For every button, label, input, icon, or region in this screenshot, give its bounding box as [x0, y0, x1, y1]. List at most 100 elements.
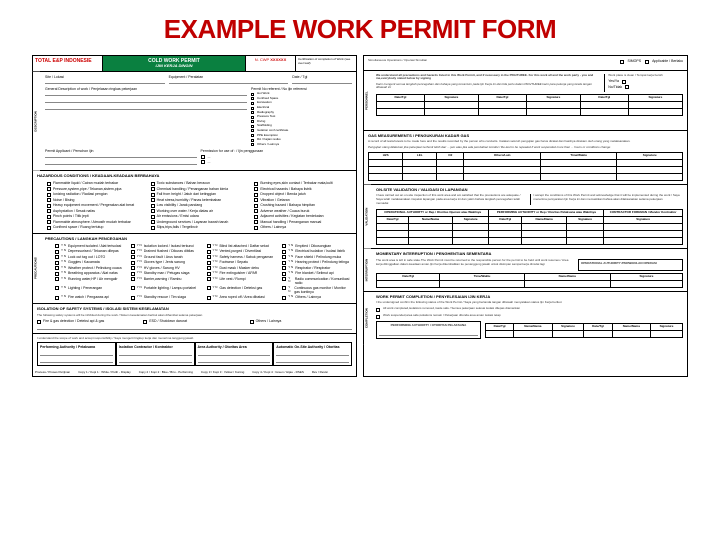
permit-subtitle: IJIN KERJA DINGIN — [107, 64, 241, 69]
hazard-checkbox[interactable]: Working over water / Kerja diatas air — [151, 209, 249, 214]
precaution-checkbox[interactable]: Y NRadio communication / Komunikasi radi… — [282, 277, 352, 285]
desc-label: DESCRIPTION — [32, 72, 40, 171]
form-left: TOTAL E&P INDONESIE COLD WORK PERMIT IJI… — [32, 55, 357, 377]
precaution-checkbox[interactable]: Y NElectrical isolation / Isolasi listri… — [282, 249, 352, 254]
interrupt-op: OPERATIONAL AUTHORITY /PERWAKILAN OPERAS… — [581, 262, 680, 266]
hazard-checkbox[interactable]: Pressure,system,pipe / Tekanan,sistem,pi… — [47, 187, 145, 192]
precaution-checkbox[interactable]: Y NLife vest / Rompi — [207, 277, 277, 285]
precaution-checkbox[interactable]: Y NHearing protect / Pelindung telinga — [282, 260, 352, 265]
precaution-checkbox[interactable]: Y NGas detection / Deteksi gas — [207, 286, 277, 294]
hazard-checkbox[interactable]: Confined space / Ruang tertutup — [47, 225, 145, 230]
precaution-checkbox[interactable]: Y NOthers / Lainnya — [282, 295, 352, 300]
form-right: Simultaneous Operations / Operasi Simult… — [363, 55, 688, 377]
interrupt-section: INTERRUPTION MOMENTARY INTERRUPTION / PE… — [364, 249, 687, 291]
comp-opt2[interactable]: Work suspended,area safe,isolations rema… — [383, 314, 501, 318]
hazard-checkbox[interactable]: Dropped object / Benda jatuh — [254, 192, 352, 197]
gas-note: A record of all tests/retests to be made… — [368, 140, 683, 144]
hazard-checkbox[interactable]: Low visibility / Jarak pandang — [151, 203, 249, 208]
precaution-checkbox[interactable]: Y NGoggles / Kacamata — [55, 260, 125, 265]
comp-label: COMPLETION — [363, 292, 371, 344]
completion-section: COMPLETION WORK PERMIT COMPLETION / PENY… — [364, 292, 687, 344]
interrupt-title: MOMENTARY INTERRUPTION / PENGHENTIAN SEM… — [376, 252, 683, 257]
interrupt-text: The work area is left in safe state.The … — [376, 259, 574, 269]
forms-container: TOTAL E&P INDONESIE COLD WORK PERMIT IJI… — [0, 55, 720, 377]
footer-left: Process / Proses PerijinanCopy 1 / Kopi … — [33, 369, 356, 377]
completion-text: I the undersigned confirm the following … — [376, 301, 683, 305]
precaution-checkbox[interactable]: Y NFire blanket / Selimut api — [282, 271, 352, 276]
hazard-checkbox[interactable]: Toxic substances / Bahan beracun — [151, 181, 249, 186]
precaution-checkbox[interactable]: Y NFootwear / Sepatu — [207, 260, 277, 265]
hazard-checkbox[interactable]: Manual handling / Penanganan manual — [254, 220, 352, 225]
precaution-checkbox[interactable]: Y NBarrier,warning / Rambu — [131, 277, 201, 285]
validation-section: I understand the scope of work and accep… — [33, 334, 356, 369]
hazard-checkbox[interactable]: Electrical hazards / Bahaya listrik — [254, 187, 352, 192]
validation-text: I understand the scope of work and accep… — [37, 337, 352, 341]
precaution-checkbox[interactable]: Y NArea roped off / Area dibatasi — [207, 295, 277, 300]
isolation-section: ISOLATION OF SAFETY SYSTEMS / ISOLASI SI… — [33, 304, 356, 334]
precaution-checkbox[interactable]: Y NDrained flushed / Dikuras dibilas — [131, 249, 201, 254]
hazard-checkbox[interactable]: Heavy equipment movement / Pergerakan al… — [47, 203, 145, 208]
interrupt-table: Date/TglTime/WaktuName/NamaSignature — [376, 273, 683, 288]
precautions-section: PRECAUTIONS PRECAUTIONS / LANGKAH PENCEG… — [33, 234, 356, 304]
precaution-checkbox[interactable]: Y NStandby man / Petugas siaga — [131, 271, 201, 276]
precaution-checkbox[interactable]: Y NStandby rescue / Tim siaga — [131, 295, 201, 300]
hazard-checkbox[interactable]: Air emissions / Emisi udara — [151, 214, 249, 219]
hazard-checkbox[interactable]: Ionizing radiation / Radiasi pengion — [47, 192, 145, 197]
hazard-checkbox[interactable]: Pinch points / Titik jepit — [47, 214, 145, 219]
hazard-checkbox[interactable]: Noise / Bising — [47, 198, 145, 203]
simops-cb[interactable]: SIMOPS — [627, 59, 641, 63]
hazard-checkbox[interactable]: Asphyxiation / Sesak nafas — [47, 209, 145, 214]
precaution-checkbox[interactable]: Y NRunning water,HP / Air mengalir — [55, 277, 125, 285]
hazard-checkbox[interactable]: Flammable liquid / Cairan mudah terbakar — [47, 181, 145, 186]
precaution-checkbox[interactable]: Y NBreathing apparatus / Alat nafas — [55, 271, 125, 276]
precaution-checkbox[interactable]: Y NLighting / Penerangan — [55, 286, 125, 294]
agree-title: We understand all precautions and hazard… — [376, 74, 600, 81]
hazard-checkbox[interactable]: Flammable atmosphere / Atmosfir mudah te… — [47, 220, 145, 225]
hazard-checkbox[interactable]: Burning eyes,skin contact / Terbakar mat… — [254, 181, 352, 186]
gas-table: H2SLELO2Others/LainTime/WaktuSignature — [368, 152, 683, 181]
hazard-checkbox[interactable]: Underground services / Layanan bawah tan… — [151, 220, 249, 225]
applicable-cb[interactable]: Applicable / Berlaku — [652, 59, 683, 63]
site-label: Site / Lokasi — [45, 75, 165, 79]
onsite-table: OPERATIONAL AUTHORITY or Rep / Otoritas … — [376, 209, 683, 245]
hazard-checkbox[interactable]: Heat stress,humidity / Panas kelembaban — [151, 198, 249, 203]
remote-label: Permission for use of : / Ijin penggunaa… — [201, 149, 353, 153]
hazard-checkbox[interactable]: Fall from height / Jatuh dari ketinggian — [151, 192, 249, 197]
precaution-checkbox[interactable]: Y NGloves type / Jenis sarung — [131, 260, 201, 265]
page-title: EXAMPLE WORK PERMIT FORM — [0, 0, 720, 55]
equip-label: Equipment / Peralatan — [169, 75, 289, 79]
prec-label: PRECAUTIONS — [32, 234, 40, 303]
hazard-checkbox[interactable]: Slips,trips,falls / Tergelincir — [151, 225, 249, 230]
precaution-checkbox[interactable]: Y NFire watch / Pengawas api — [55, 295, 125, 300]
workclean-label: Work place is clean / Tempat kerja bersi… — [608, 74, 683, 78]
hazard-checkbox[interactable]: Vibration / Getaran — [254, 198, 352, 203]
precaution-checkbox[interactable]: Y NContinuous gas monitor / Monitor gas … — [282, 286, 352, 294]
hazard-checkbox[interactable]: Adverse weather / Cuaca buruk — [254, 209, 352, 214]
precaution-checkbox[interactable]: Y NFire extinguisher / APAR — [207, 271, 277, 276]
precautions-title: PRECAUTIONS / LANGKAH PENCEGAHAN — [45, 237, 352, 242]
isolation-text: The following safety systems will be inh… — [37, 314, 352, 318]
hazards-title: HAZARDOUS CONDITIONS / KEADAAN-KEADAAN B… — [37, 174, 352, 179]
hazard-checkbox[interactable]: Crushing hazard / Bahaya himpitan — [254, 203, 352, 208]
hazard-checkbox[interactable]: Adjacent activities / Kegiatan berdekata… — [254, 214, 352, 219]
gas-section: GAS MEASUREMENTS / PENGUKURAN KADAR GAS … — [364, 131, 687, 185]
completion-title: WORK PERMIT COMPLETION / PENYELESAIAN IJ… — [376, 295, 683, 300]
isolation-title: ISOLATION OF SAFETY SYSTEMS / ISOLASI SI… — [37, 307, 352, 312]
personnel-table: Date/TglSignatureDate/TglSignatureDate/T… — [376, 94, 683, 116]
int-label: INTERRUPTION — [363, 249, 371, 290]
agreement-section: PERSONNEL We understand all precautions … — [364, 71, 687, 131]
precaution-checkbox[interactable]: Y NDepressurised / Tekanan dilepas — [55, 249, 125, 254]
precaution-checkbox[interactable]: Y NPortable lighting / Lampu portabel — [131, 286, 201, 294]
hazard-checkbox[interactable]: Others / Lainnya — [254, 225, 352, 230]
hazard-checkbox[interactable]: Chemical handling / Penanganan bahan kim… — [151, 187, 249, 192]
comp-opt1[interactable]: All work completed,isolations removed,ma… — [383, 307, 520, 311]
precaution-checkbox[interactable]: Y NVented,purged / Diventilasi — [207, 249, 277, 254]
header-left: TOTAL E&P INDONESIE COLD WORK PERMIT IJI… — [33, 56, 356, 72]
gendesc-label: General Description of work / Penjelasan… — [45, 87, 247, 91]
hazards-section: HAZARDOUS CONDITIONS / KEADAAN-KEADAAN B… — [33, 171, 356, 233]
onsite-title: ON-SITE VALIDATION / VALIDASI DI LAPANGA… — [376, 188, 683, 193]
onsite-accept: I accept the conditions of this Work Per… — [530, 194, 684, 205]
logo: TOTAL E&P INDONESIE — [33, 56, 103, 71]
permit-type: COLD WORK PERMIT IJIN KERJA DINGIN — [103, 56, 246, 71]
description-section: DESCRIPTION Site / Lokasi Equipment / Pe… — [33, 72, 356, 172]
